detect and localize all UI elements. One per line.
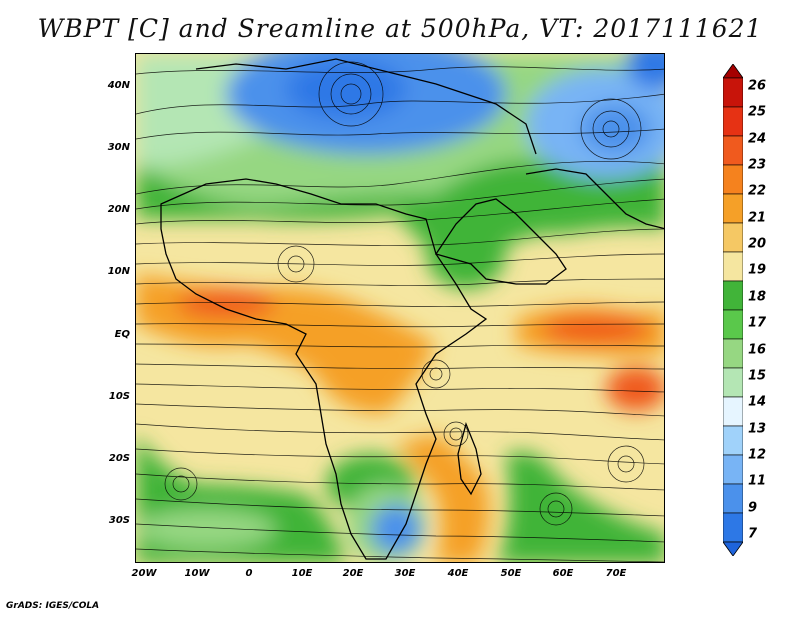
colorbar-label: 7 xyxy=(748,526,758,542)
colorbar-segment xyxy=(723,338,743,369)
hot-core-east xyxy=(541,315,651,343)
cold-low-north-core xyxy=(286,59,406,119)
colorbar-label: 11 xyxy=(748,473,767,489)
colorbar-label: 20 xyxy=(748,236,767,252)
colorbar-label: 21 xyxy=(748,210,767,226)
lon-label-40e: 40E xyxy=(447,568,469,579)
colorbar-segment xyxy=(723,164,743,195)
lat-label-10n: 10N xyxy=(107,266,130,277)
colorbar-segment xyxy=(723,251,743,282)
lon-label-20w: 20W xyxy=(131,568,157,579)
colorbar xyxy=(723,64,743,556)
map-title: WBPT [C] and Sreamline at 500hPa, VT: 20… xyxy=(37,14,763,43)
colorbar-segment xyxy=(723,193,743,224)
lat-label-eq: EQ xyxy=(114,329,130,340)
green-tongue xyxy=(426,219,506,289)
colorbar-label: 14 xyxy=(748,394,767,410)
colorbar-segment xyxy=(723,425,743,456)
cold-low-northeast-edge xyxy=(626,54,664,89)
hot-core-southeast xyxy=(606,367,664,411)
lon-label-70e: 70E xyxy=(605,568,627,579)
lon-label-10w: 10W xyxy=(184,568,210,579)
wbpt-field xyxy=(136,54,664,562)
lon-label-10e: 10E xyxy=(291,568,313,579)
colorbar-label: 13 xyxy=(748,421,767,437)
streamlines xyxy=(136,61,664,562)
colorbar-segment xyxy=(723,77,743,108)
footer-credit: GrADS: IGES/COLA xyxy=(6,601,100,611)
lat-label-20n: 20N xyxy=(107,204,130,215)
colorbar-segment xyxy=(723,483,743,514)
lat-label-30n: 30N xyxy=(107,142,130,153)
colorbar-label: 23 xyxy=(748,157,767,173)
lat-label-20s: 20S xyxy=(108,453,130,464)
colorbar-segment xyxy=(723,135,743,166)
colorbar-label: 19 xyxy=(748,262,767,278)
colorbar-label: 9 xyxy=(748,500,758,516)
colorbar-label: 12 xyxy=(748,447,767,463)
cool-patch-southwest xyxy=(136,509,276,549)
lat-label-10s: 10S xyxy=(108,391,130,402)
colorbar-segment xyxy=(723,309,743,340)
colorbar-top-arrow xyxy=(723,64,743,79)
colorbar-label: 26 xyxy=(748,78,767,94)
lon-label-30e: 30E xyxy=(394,568,416,579)
colorbar-bottom-arrow xyxy=(723,541,743,556)
colorbar-label: 17 xyxy=(748,315,767,331)
cold-patch-cape-core xyxy=(371,504,421,554)
colorbar-segment xyxy=(723,106,743,137)
coastlines xyxy=(160,58,664,560)
colorbar-label: 25 xyxy=(748,104,767,120)
colorbar-segment xyxy=(723,280,743,311)
lon-label-60e: 60E xyxy=(552,568,574,579)
colorbar-label: 18 xyxy=(748,289,767,305)
lat-label-30s: 30S xyxy=(108,515,130,526)
colorbar-segment xyxy=(723,454,743,485)
lon-label-20e: 20E xyxy=(342,568,364,579)
colorbar-label: 22 xyxy=(748,183,767,199)
colorbar-segment xyxy=(723,222,743,253)
lon-label-50e: 50E xyxy=(500,568,522,579)
colorbar-label: 16 xyxy=(748,342,767,358)
lat-label-40n: 40N xyxy=(107,80,130,91)
colorbar-segment xyxy=(723,512,743,543)
colorbar-label: 15 xyxy=(748,368,767,384)
hot-core-west xyxy=(176,290,276,318)
green-band-southeast xyxy=(496,451,664,562)
lon-label-0: 0 xyxy=(245,568,253,579)
hot-tongue-south xyxy=(396,434,490,562)
colorbar-segment xyxy=(723,367,743,398)
colorbar-segment xyxy=(723,396,743,427)
map-panel xyxy=(135,53,665,563)
colorbar-label: 24 xyxy=(748,131,767,147)
